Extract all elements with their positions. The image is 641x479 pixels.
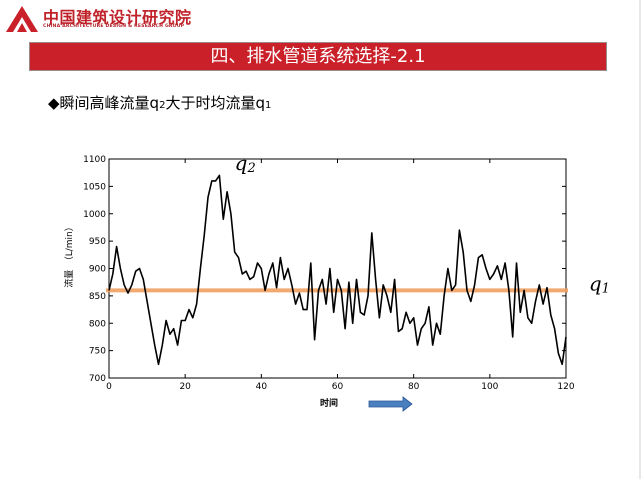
x-tick-label: 80	[408, 382, 420, 392]
x-tick-label: 60	[332, 382, 344, 392]
annotation-q2: q2	[235, 151, 256, 176]
y-tick-label: 900	[89, 265, 106, 275]
bullet-sub-b: 1	[264, 100, 272, 111]
annotation-q1: q1	[589, 271, 610, 296]
logo-icon	[6, 6, 38, 32]
x-axis-label: 时间	[320, 397, 338, 409]
bullet-sub-a: 2	[159, 100, 166, 111]
x-tick-label: 20	[179, 382, 191, 392]
logo-english-name: CHINA ARCHITECTURE DESIGN & RESEARCH GRO…	[43, 24, 185, 29]
slide-edge	[639, 0, 641, 479]
bullet-text-a: 瞬间高峰流量q	[59, 94, 160, 112]
annotation-subscript: 2	[246, 161, 255, 176]
time-arrow-icon	[368, 396, 413, 412]
x-tick-label: 120	[557, 382, 574, 392]
bullet-diamond-icon: ◆	[48, 94, 60, 112]
y-tick-label: 800	[89, 319, 106, 329]
x-tick-label: 100	[481, 382, 498, 392]
x-tick-label: 0	[106, 382, 112, 392]
y-tick-label: 1100	[83, 155, 106, 165]
slide-title: 四、排水管道系统选择-2.1	[29, 42, 607, 71]
logo-chinese-name: 中国建筑设计研究院	[43, 8, 192, 27]
y-tick-label: 850	[89, 292, 106, 302]
y-tick-label: 1050	[83, 182, 106, 192]
bullet-statement: ◆瞬间高峰流量q2大于时均流量q1	[48, 93, 271, 116]
annotation-subscript: 1	[602, 281, 610, 296]
y-axis-label: 流量 （L/min）	[63, 222, 75, 288]
y-tick-label: 700	[89, 374, 106, 384]
x-tick-label: 40	[256, 382, 268, 392]
y-tick-label: 1000	[83, 210, 106, 220]
bullet-text-b: 大于时均流量q	[165, 94, 265, 112]
y-tick-label: 950	[89, 237, 106, 247]
series-line	[108, 174, 567, 366]
y-tick-label: 750	[89, 347, 106, 357]
